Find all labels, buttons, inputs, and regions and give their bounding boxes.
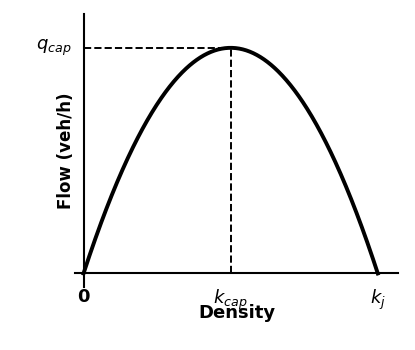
Y-axis label: Flow (veh/h): Flow (veh/h) (57, 92, 75, 209)
X-axis label: Density: Density (198, 304, 275, 322)
Text: $k_{cap}$: $k_{cap}$ (213, 288, 248, 312)
Text: $q_{cap}$: $q_{cap}$ (36, 38, 72, 58)
Text: $k_j$: $k_j$ (370, 288, 386, 312)
Text: 0: 0 (77, 288, 90, 306)
